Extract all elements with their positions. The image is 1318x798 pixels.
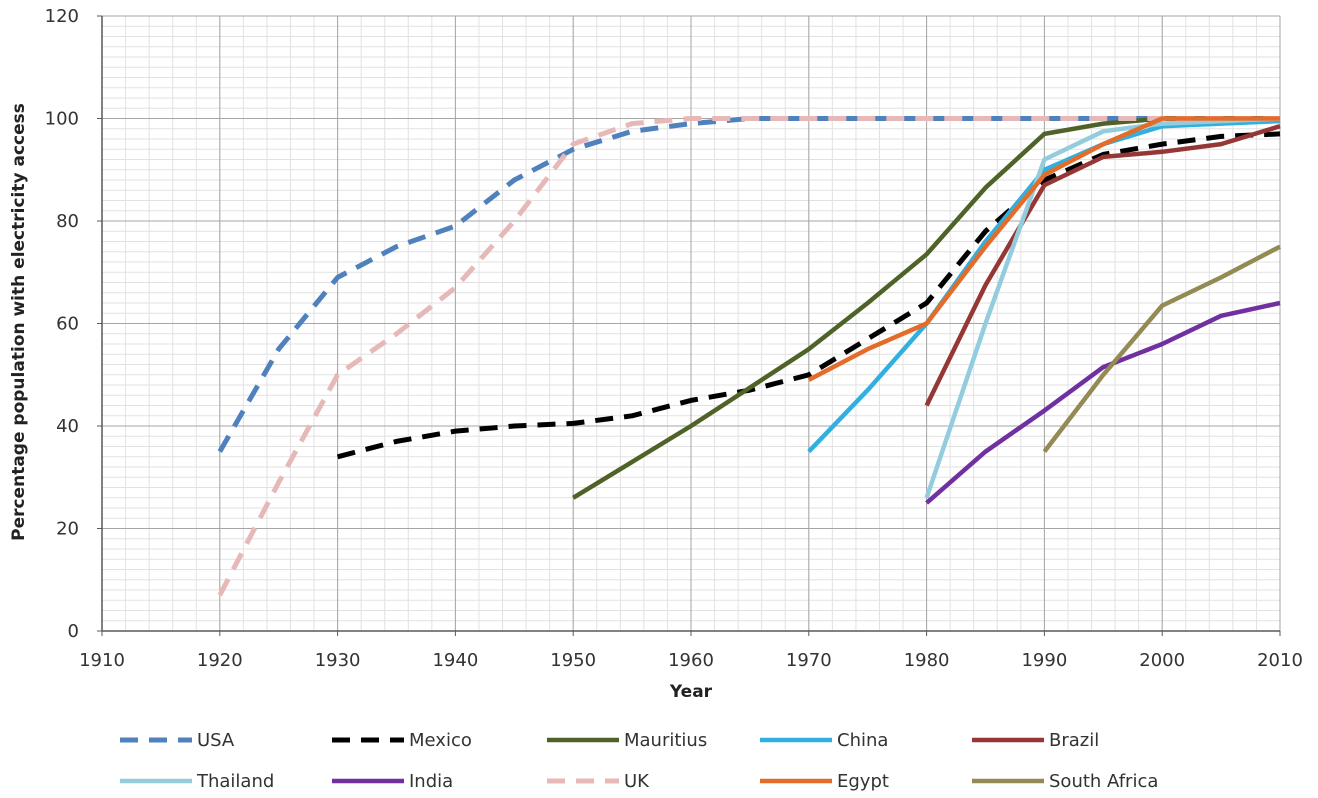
legend-label: Mauritius	[624, 730, 707, 751]
series-lines	[217, 116, 1282, 597]
legend-label: South Africa	[1049, 771, 1158, 792]
y-axis-tick-labels: 0 20 40 60 80 100 120	[45, 6, 79, 642]
legend-label: India	[409, 771, 453, 792]
legend-label: Mexico	[409, 730, 472, 751]
x-tick-label: 2010	[1257, 650, 1303, 671]
x-axis-tick-labels: 1910 1920 1930 1940 1950 1960 1970 1980 1990 2000…	[79, 650, 1303, 671]
legend-label: China	[837, 730, 888, 751]
legend-item-mexico: Mexico	[332, 730, 472, 751]
legend: USA Mexico Mauritius China Brazil Thailand Ind…	[120, 730, 1158, 792]
x-tick-label: 1950	[550, 650, 596, 671]
y-tick-label: 120	[45, 6, 79, 27]
x-tick-label: 1960	[668, 650, 714, 671]
series-line-thailand	[924, 116, 1281, 499]
legend-item-thailand: Thailand	[120, 771, 274, 792]
y-tick-label: 80	[56, 211, 79, 232]
legend-label: Egypt	[837, 771, 889, 792]
legend-label: USA	[197, 730, 235, 751]
y-tick-label: 20	[56, 519, 79, 540]
legend-item-south-africa: South Africa	[972, 771, 1158, 792]
series-line-uk	[217, 116, 1280, 597]
series-line-mexico	[336, 131, 1281, 460]
legend-item-india: India	[332, 771, 453, 792]
x-tick-label: 1930	[315, 650, 361, 671]
x-tick-label: 1910	[79, 650, 125, 671]
x-tick-label: 1980	[904, 650, 950, 671]
axes	[97, 15, 1281, 636]
legend-item-egypt: Egypt	[760, 771, 889, 792]
legend-item-usa: USA	[120, 730, 235, 751]
y-axis-title: Percentage population with electricity a…	[9, 103, 29, 541]
x-tick-label: 1920	[197, 650, 243, 671]
series-line-egypt	[807, 116, 1280, 382]
y-tick-label: 0	[68, 621, 79, 642]
legend-label: Brazil	[1049, 730, 1099, 751]
x-tick-label: 1970	[786, 650, 832, 671]
x-tick-label: 2000	[1139, 650, 1185, 671]
series-line-brazil	[924, 124, 1281, 407]
legend-item-uk: UK	[547, 771, 650, 792]
series-line-india	[925, 300, 1281, 505]
legend-label: UK	[624, 771, 650, 792]
x-axis-title: Year	[669, 682, 713, 702]
y-tick-label: 40	[56, 416, 79, 437]
x-tick-label: 1940	[432, 650, 478, 671]
y-tick-label: 60	[56, 314, 79, 335]
x-tick-label: 1990	[1021, 650, 1067, 671]
legend-item-brazil: Brazil	[972, 730, 1099, 751]
series-line-south-africa	[1042, 244, 1282, 453]
legend-label: Thailand	[196, 771, 274, 792]
series-line-usa	[217, 116, 1280, 453]
y-tick-label: 100	[45, 109, 79, 130]
series-line-china	[807, 118, 1281, 454]
legend-item-mauritius: Mauritius	[547, 730, 707, 751]
legend-item-china: China	[760, 730, 888, 751]
